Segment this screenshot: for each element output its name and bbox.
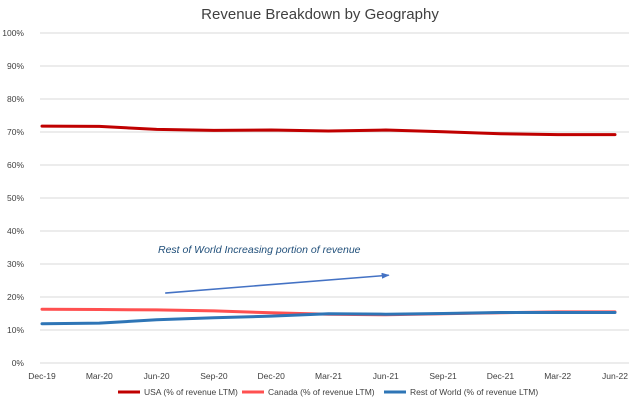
gridlines <box>40 32 629 364</box>
x-tick-label: Sep-21 <box>429 371 457 381</box>
series-line-1 <box>40 124 617 137</box>
chart-title: Revenue Breakdown by Geography <box>201 6 439 23</box>
x-tick-label: Dec-21 <box>487 371 515 381</box>
x-tick-label: Mar-22 <box>544 371 571 381</box>
y-tick-label: 60% <box>7 160 24 170</box>
x-tick-label: Dec-19 <box>28 371 56 381</box>
y-tick-label: 0% <box>12 358 25 368</box>
x-tick-label: Jun-21 <box>373 371 399 381</box>
legend-label: USA (% of revenue LTM) <box>144 387 238 397</box>
x-axis-ticks: Dec-19 Mar-20 Jun-20 Sep-20 Dec-20 Mar-21 Jun-… <box>28 371 628 381</box>
legend: USA (% of revenue LTM) Canada (% of reven… <box>118 387 538 397</box>
x-tick-label: Mar-20 <box>86 371 113 381</box>
y-tick-label: 90% <box>7 61 24 71</box>
annotation: Rest of World Increasing portion of reve… <box>158 244 390 294</box>
y-tick-label: 20% <box>7 292 24 302</box>
legend-label: Canada (% of revenue LTM) <box>268 387 375 397</box>
x-tick-label: Mar-21 <box>315 371 342 381</box>
y-tick-label: 40% <box>7 226 24 236</box>
y-tick-label: 50% <box>7 193 24 203</box>
x-tick-label: Jun-22 <box>602 371 628 381</box>
x-tick-label: Dec-20 <box>257 371 285 381</box>
y-tick-label: 80% <box>7 94 24 104</box>
legend-label: Rest of World (% of revenue LTM) <box>410 387 538 397</box>
annotation-arrow <box>165 272 390 294</box>
series-lines <box>40 124 617 326</box>
y-axis-ticks: 0% 10% 20% 30% 40% 50% 60% 70% 80% 90% 100% <box>2 28 24 368</box>
y-tick-label: 10% <box>7 325 24 335</box>
x-tick-label: Sep-20 <box>200 371 228 381</box>
series-line-3 <box>40 311 617 326</box>
x-tick-label: Jun-20 <box>144 371 170 381</box>
y-tick-label: 100% <box>2 28 24 38</box>
y-tick-label: 30% <box>7 259 24 269</box>
annotation-text: Rest of World Increasing portion of reve… <box>158 244 361 256</box>
y-tick-label: 70% <box>7 127 24 137</box>
